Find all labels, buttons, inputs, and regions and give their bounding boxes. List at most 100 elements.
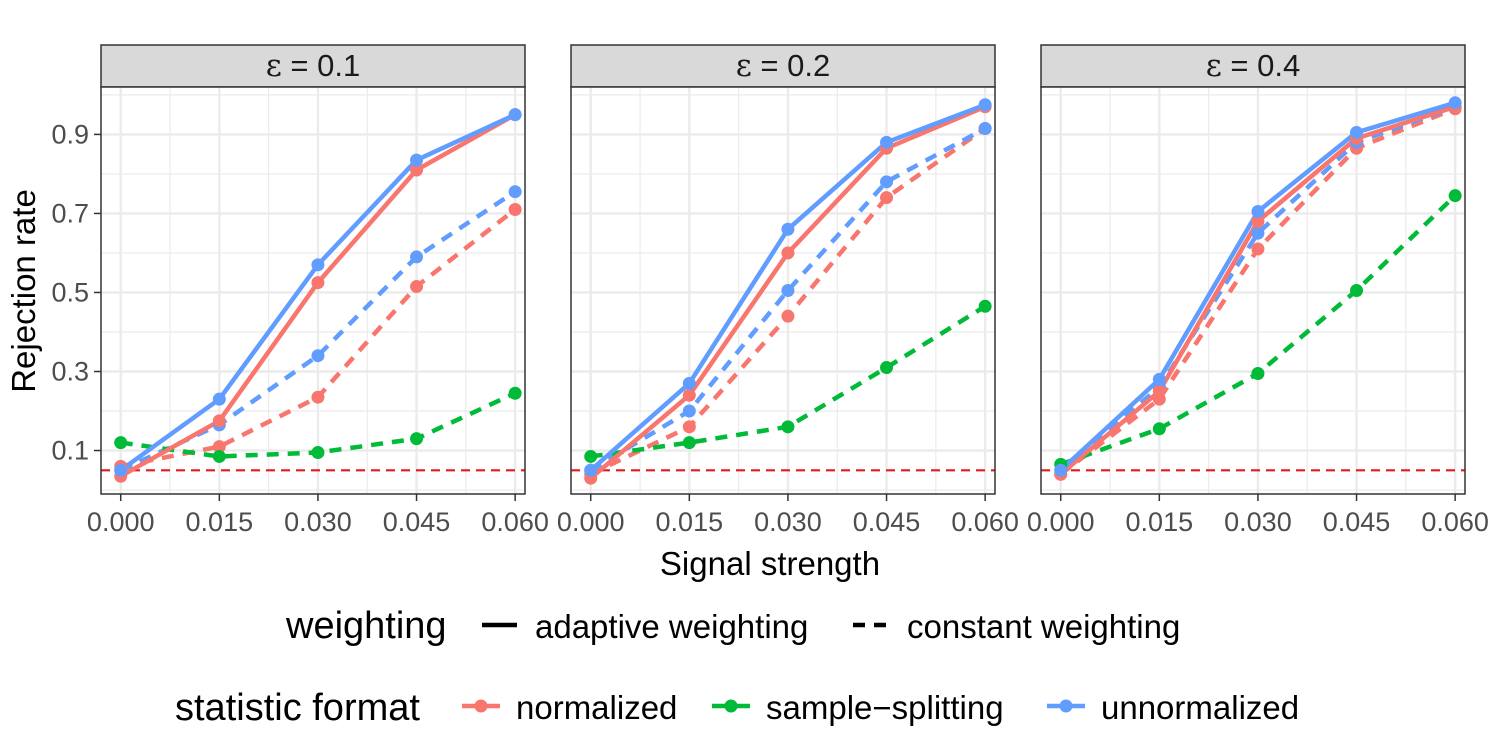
facet-epsilon-symbol: ε — [1206, 48, 1222, 84]
data-point — [880, 361, 894, 375]
data-point — [1350, 125, 1364, 139]
data-point — [410, 153, 424, 167]
data-point — [978, 98, 992, 112]
data-point — [781, 246, 795, 260]
x-tick-label: 0.000 — [557, 507, 625, 537]
x-tick-label: 0.045 — [1323, 507, 1391, 537]
data-point — [682, 404, 696, 418]
panel-border — [1040, 86, 1466, 495]
data-point — [410, 280, 424, 294]
legend-label-sample-splitting: sample−splitting — [766, 689, 1004, 726]
x-tick-label: 0.060 — [481, 507, 549, 537]
statistic-legend: statistic format normalized sample−splitti… — [175, 687, 1299, 729]
panel-border — [100, 86, 526, 495]
data-point — [311, 349, 325, 363]
series-line-unnormalized-constant — [1059, 104, 1456, 473]
facet-epsilon-symbol: ε — [266, 48, 282, 84]
y-tick-label: 0.9 — [51, 119, 89, 149]
data-point — [682, 388, 696, 402]
data-point — [1152, 422, 1166, 436]
data-point — [584, 463, 598, 477]
y-tick-label: 0.5 — [51, 277, 89, 307]
data-point — [1152, 372, 1166, 386]
data-point — [212, 392, 226, 406]
x-tick-label: 0.060 — [951, 507, 1019, 537]
facet-strip — [1040, 44, 1466, 88]
data-point — [410, 163, 424, 177]
x-tick-label: 0.045 — [853, 507, 921, 537]
y-axis-title: Rejection rate — [5, 189, 42, 393]
facet-panel: ε = 0.4 0.000 0.015 0.030 0.045 0.060 — [1027, 44, 1489, 537]
x-tick-label: 0.000 — [1027, 507, 1095, 537]
y-tick-label: 0.1 — [51, 436, 89, 466]
facet-equals-sign: = — [1222, 48, 1257, 83]
facet-epsilon-value: 0.1 — [317, 48, 360, 83]
facet-strip — [570, 44, 996, 88]
facet-epsilon-symbol: ε — [736, 48, 752, 84]
statistic-legend-title: statistic format — [175, 687, 420, 729]
legend-label-unnormalized: unnormalized — [1101, 689, 1299, 726]
data-point — [978, 299, 992, 313]
weighting-legend-title: weighting — [285, 605, 447, 647]
legend-label-adaptive: adaptive weighting — [535, 608, 808, 645]
facet-panel: ε = 0.2 0.000 0.015 0.030 0.045 0.060 — [557, 44, 1019, 537]
panel-background — [1041, 87, 1465, 494]
data-point — [508, 386, 522, 400]
y-tick-label: 0.7 — [51, 198, 89, 228]
legend-key-point — [724, 699, 738, 713]
data-point — [880, 175, 894, 189]
data-point — [781, 222, 795, 236]
data-point — [1251, 366, 1265, 380]
legend-label-normalized: normalized — [516, 689, 677, 726]
data-point — [682, 376, 696, 390]
x-axis-title: Signal strength — [660, 545, 880, 582]
data-point — [584, 449, 598, 463]
data-point — [114, 463, 128, 477]
x-tick-label: 0.015 — [1126, 507, 1194, 537]
data-point — [311, 390, 325, 404]
x-tick-label: 0.015 — [656, 507, 724, 537]
facet-equals-sign: = — [752, 48, 787, 83]
facet-panel: ε = 0.1 0.000 0.015 0.030 0.045 0.060 0.1 0.3 0.… — [51, 44, 549, 537]
data-point — [1350, 284, 1364, 297]
facet-strip-label: ε = 0.1 — [266, 48, 361, 84]
data-point — [880, 135, 894, 149]
data-point — [212, 449, 226, 463]
weighting-legend: weighting adaptive weighting constant weig… — [285, 605, 1180, 647]
data-point — [682, 436, 696, 450]
data-point — [1448, 96, 1462, 110]
x-tick-label: 0.030 — [284, 507, 352, 537]
data-point — [212, 440, 226, 454]
data-point — [978, 121, 992, 135]
x-tick-label: 0.060 — [1421, 507, 1489, 537]
data-point — [1251, 204, 1265, 218]
data-point — [508, 202, 522, 216]
legend-key-point — [474, 699, 488, 713]
data-point — [311, 446, 325, 460]
facet-equals-sign: = — [282, 48, 317, 83]
data-point — [114, 436, 128, 450]
x-tick-label: 0.030 — [1224, 507, 1292, 537]
data-point — [682, 420, 696, 434]
data-point — [781, 420, 795, 434]
y-tick-label: 0.3 — [51, 357, 89, 387]
data-point — [410, 250, 424, 264]
data-point — [880, 191, 894, 205]
x-tick-label: 0.015 — [186, 507, 254, 537]
facet-strip-label: ε = 0.4 — [1206, 48, 1301, 84]
panel-border — [570, 86, 996, 495]
data-point — [1251, 226, 1265, 240]
data-point — [781, 309, 795, 323]
legend-key-point — [1059, 699, 1073, 713]
data-point — [508, 185, 522, 199]
data-point — [508, 108, 522, 122]
data-point — [1251, 242, 1265, 256]
data-point — [1054, 463, 1068, 477]
legend-label-constant: constant weighting — [907, 608, 1180, 645]
data-point — [311, 276, 325, 290]
data-point — [212, 414, 226, 428]
x-tick-label: 0.045 — [383, 507, 451, 537]
data-point — [781, 284, 795, 297]
